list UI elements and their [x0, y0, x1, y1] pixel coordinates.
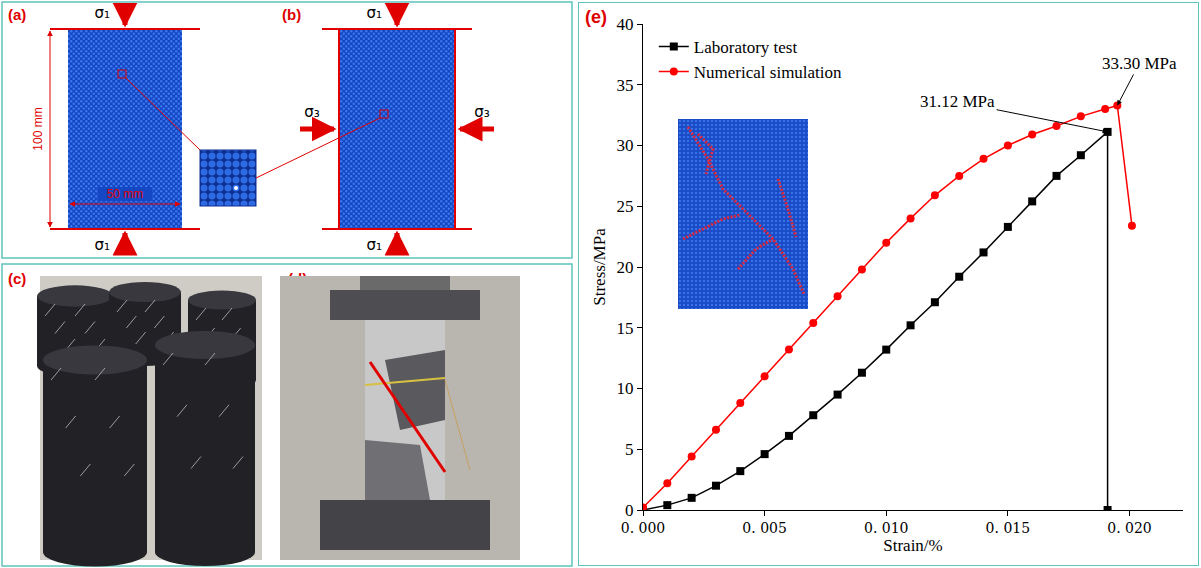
svg-text:25: 25 [617, 197, 634, 216]
svg-text:35: 35 [617, 76, 634, 95]
svg-text:σ₁: σ₁ [94, 4, 110, 22]
svg-text:(c): (c) [8, 270, 26, 287]
svg-text:Stress/MPa: Stress/MPa [590, 228, 609, 306]
svg-text:0. 000: 0. 000 [621, 520, 666, 536]
svg-text:100 mm: 100 mm [31, 107, 45, 150]
svg-text:33.30 MPa: 33.30 MPa [1102, 54, 1177, 73]
svg-text:30: 30 [617, 136, 634, 155]
svg-text:0: 0 [625, 501, 634, 520]
svg-text:(a): (a) [8, 6, 26, 23]
svg-text:σ₃: σ₃ [474, 103, 490, 121]
html-text:(e): (e) [585, 7, 607, 27]
svg-text:20: 20 [617, 258, 634, 277]
svg-text:0. 020: 0. 020 [1107, 520, 1152, 536]
svg-text:Numerical simulation: Numerical simulation [694, 63, 842, 82]
svg-text:10: 10 [617, 379, 634, 398]
svg-text:0. 005: 0. 005 [742, 520, 787, 536]
svg-text:31.12 MPa: 31.12 MPa [920, 92, 995, 111]
svg-text:40: 40 [617, 15, 634, 34]
svg-text:(b): (b) [282, 6, 301, 23]
svg-text:σ₁: σ₁ [366, 236, 382, 254]
svg-text:5: 5 [625, 440, 634, 459]
svg-text:Laboratory test: Laboratory test [694, 38, 798, 57]
svg-text:σ₁: σ₁ [366, 4, 382, 22]
svg-text:σ₃: σ₃ [304, 103, 320, 121]
svg-text:Strain/%: Strain/% [883, 536, 943, 555]
svg-text:0. 010: 0. 010 [864, 520, 909, 536]
svg-text:0. 015: 0. 015 [986, 520, 1031, 536]
svg-text:50 mm: 50 mm [107, 187, 144, 201]
svg-text:15: 15 [617, 319, 634, 338]
svg-text:σ₁: σ₁ [94, 236, 110, 254]
